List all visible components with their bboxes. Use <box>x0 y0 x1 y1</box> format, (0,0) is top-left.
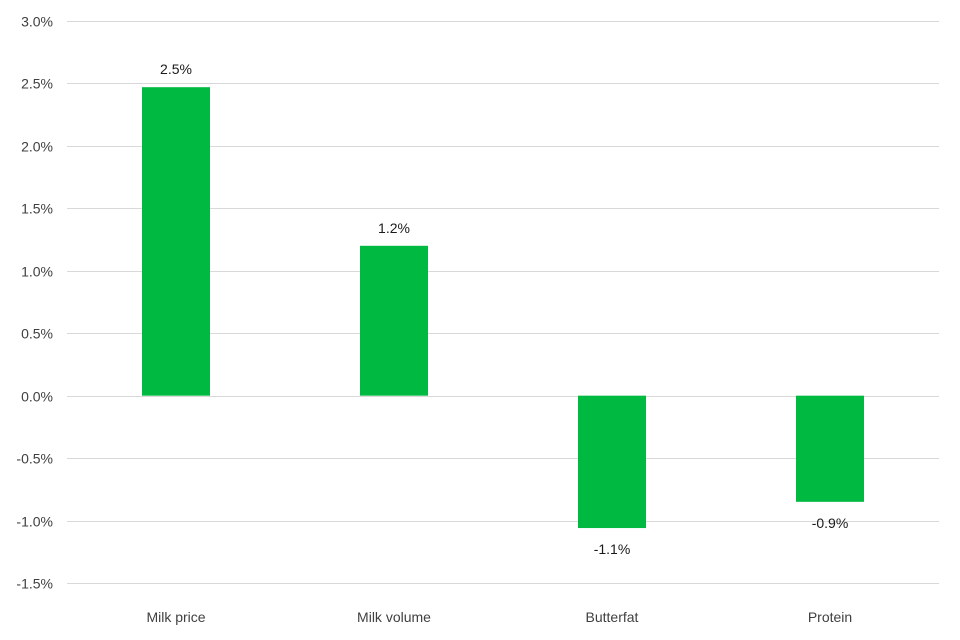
bar-milk-volume <box>360 245 428 396</box>
y-tick-label: 2.0% <box>21 139 53 155</box>
x-category-label: Milk price <box>146 609 205 625</box>
bar-milk-price <box>142 87 210 396</box>
y-tick-label: -1.5% <box>16 576 53 592</box>
y-tick-label: -0.5% <box>16 451 53 467</box>
bars <box>142 87 864 529</box>
x-category-label: Butterfat <box>586 609 639 625</box>
data-labels: 2.5% 1.2% -1.1% -0.9% <box>160 61 848 557</box>
y-tick-label: 1.0% <box>21 264 53 280</box>
x-category-label: Milk volume <box>357 609 431 625</box>
y-tick-label: 3.0% <box>21 14 53 30</box>
y-tick-label: 0.0% <box>21 389 53 405</box>
y-tick-label: 0.5% <box>21 326 53 342</box>
y-axis-tick-labels: 3.0% 2.5% 2.0% 1.5% 1.0% 0.5% 0.0% -0.5% -1.0% -1… <box>16 14 53 592</box>
x-axis-category-labels: Milk price Milk volume Butterfat Protein <box>146 609 852 625</box>
gridlines <box>67 21 939 584</box>
x-category-label: Protein <box>808 609 852 625</box>
bar-butterfat <box>578 395 646 529</box>
data-label: -1.1% <box>594 541 631 557</box>
y-tick-label: 2.5% <box>21 76 53 92</box>
y-tick-label: -1.0% <box>16 514 53 530</box>
bar-protein <box>796 395 864 502</box>
data-label: 1.2% <box>378 220 410 236</box>
data-label: 2.5% <box>160 61 192 77</box>
y-tick-label: 1.5% <box>21 201 53 217</box>
data-label: -0.9% <box>812 515 849 531</box>
